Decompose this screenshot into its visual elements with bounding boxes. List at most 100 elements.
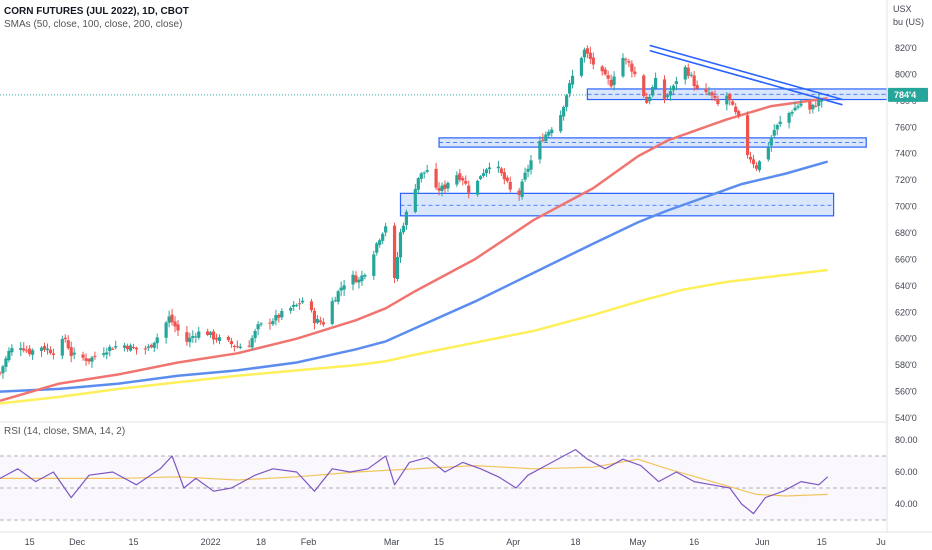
candle (662, 75, 667, 104)
candle (360, 270, 364, 286)
candle-body (170, 314, 174, 323)
candle (105, 347, 109, 360)
candle (152, 341, 156, 353)
candle-body (725, 95, 729, 105)
candle (603, 66, 607, 76)
candle-body (487, 167, 492, 170)
candle-body (686, 67, 690, 76)
candle (185, 325, 189, 346)
price-tick-label: 740'0 (895, 149, 917, 159)
candle-body (787, 113, 791, 123)
candle (550, 127, 554, 137)
candle-body (235, 346, 239, 348)
candle-body (31, 350, 35, 355)
candle-body (665, 95, 670, 98)
price-tick-label: 760'0 (895, 122, 917, 132)
candle-body (775, 125, 779, 130)
candle (289, 306, 293, 314)
candle (645, 92, 649, 104)
candle-body (820, 99, 824, 102)
candle-body (333, 300, 337, 302)
candle-body (728, 93, 732, 101)
candle (90, 355, 94, 368)
candle (342, 279, 346, 296)
candle (84, 353, 88, 366)
candle-body (570, 75, 575, 85)
candle (363, 273, 367, 280)
candle (808, 100, 812, 114)
candle-body (250, 338, 254, 348)
candle-body (440, 185, 444, 192)
candle (93, 351, 97, 360)
candle (69, 341, 73, 363)
candle-body (766, 146, 770, 160)
candle (122, 342, 127, 352)
candle (318, 316, 322, 325)
candle-body (443, 184, 447, 189)
candle-body (751, 159, 756, 165)
candle-body (517, 190, 521, 195)
candle-body (416, 178, 420, 190)
candle-body (268, 322, 272, 324)
candle (748, 151, 753, 164)
candle (48, 346, 53, 355)
candle-body (28, 348, 32, 355)
last-price-badge (888, 87, 928, 102)
candle-body (648, 96, 652, 102)
candle (191, 330, 195, 343)
candle (384, 222, 388, 237)
time-tick-label: 18 (571, 537, 581, 547)
candle (392, 222, 397, 283)
candle (707, 86, 711, 96)
candle (315, 315, 320, 325)
candle (458, 168, 462, 183)
candle (443, 180, 447, 194)
candle (588, 46, 592, 64)
time-tick-label: 15 (25, 537, 35, 547)
candle-body (689, 74, 693, 76)
candle-body (772, 130, 776, 136)
candle (10, 344, 14, 356)
candle-body (42, 346, 47, 350)
time-tick-label: Mar (384, 537, 400, 547)
candle-body (330, 301, 334, 324)
price-tick-label: 580'0 (895, 360, 917, 370)
candle-body (84, 358, 88, 361)
candle-body (748, 156, 753, 160)
candle (72, 347, 76, 360)
candle-body (455, 175, 459, 185)
candle (63, 334, 67, 343)
candle (565, 93, 569, 112)
candle-body (523, 172, 527, 180)
candle (125, 343, 130, 352)
candle (591, 52, 595, 70)
candle-body (72, 352, 76, 355)
candle-body (565, 95, 569, 107)
candle (499, 166, 503, 176)
price-pane (0, 44, 888, 405)
candle (256, 321, 260, 336)
sma100-line (0, 160, 829, 393)
candle-body (704, 88, 708, 92)
time-tick-label: Apr (506, 537, 520, 547)
candle (211, 329, 216, 345)
candle (173, 316, 177, 333)
candle (351, 270, 355, 291)
candle-body (10, 348, 14, 353)
candle-body (271, 321, 275, 325)
candle-body (274, 315, 278, 321)
rsi-tick-label: 40.00 (895, 499, 918, 509)
candle-body (505, 177, 509, 182)
candle-body (437, 188, 441, 191)
candle-body (434, 168, 438, 188)
candle (206, 328, 210, 337)
rsi-legend: RSI (14, close, SMA, 14, 2) (4, 426, 126, 437)
candle-body (476, 180, 480, 195)
candle-body (354, 275, 358, 282)
candle (45, 343, 50, 355)
candle (461, 175, 465, 186)
candle (217, 334, 222, 345)
candle (778, 115, 782, 128)
candle (357, 277, 361, 289)
